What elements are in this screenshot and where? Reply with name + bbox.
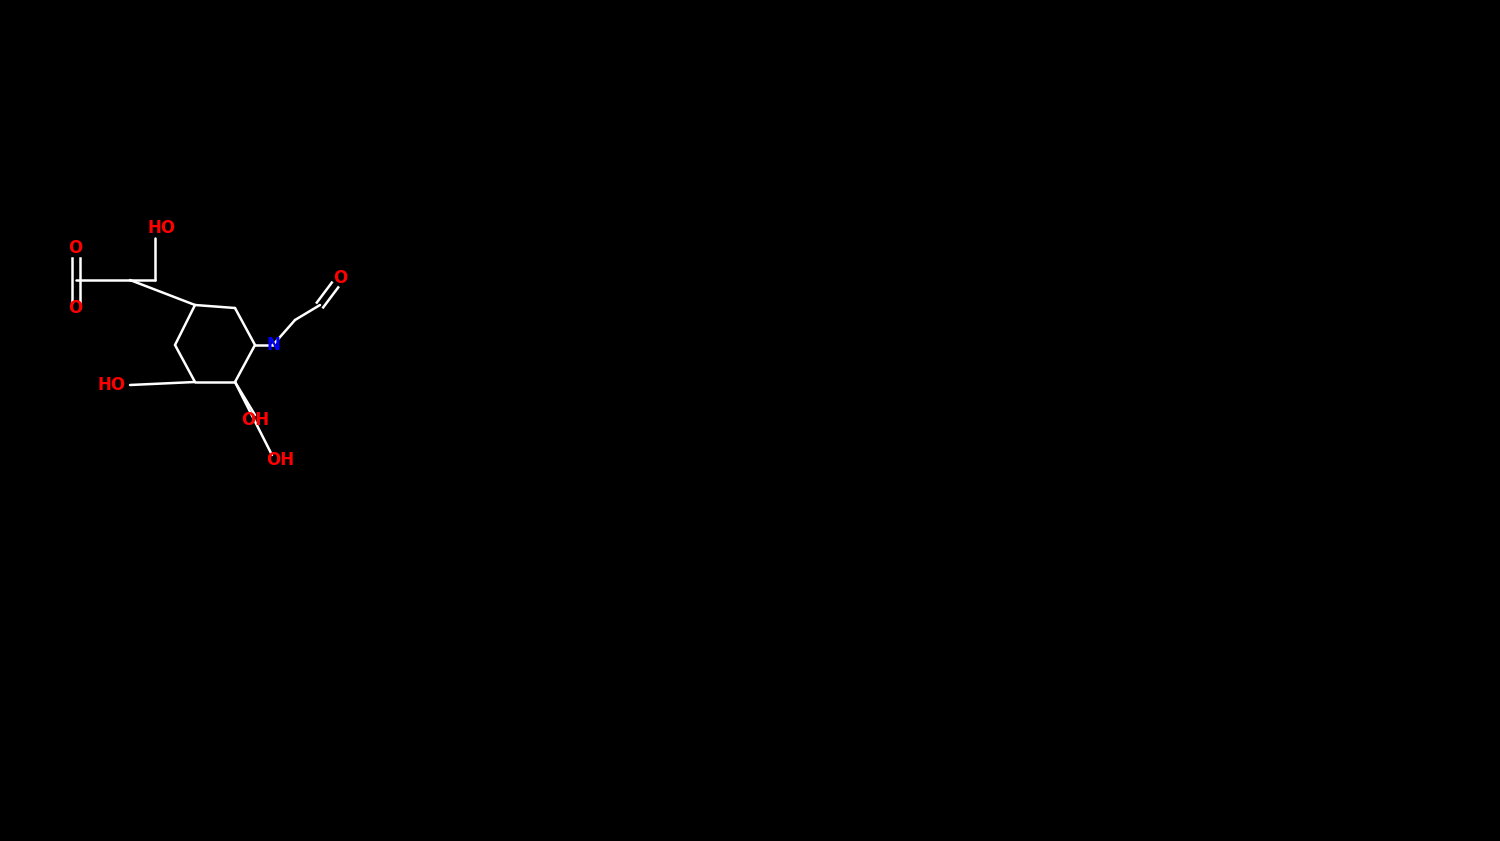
Text: O: O xyxy=(333,269,346,287)
Text: N: N xyxy=(266,336,280,354)
Text: OH: OH xyxy=(242,411,268,429)
Text: O: O xyxy=(68,299,82,317)
Text: OH: OH xyxy=(266,451,294,469)
Text: O: O xyxy=(68,239,82,257)
Text: HO: HO xyxy=(98,376,126,394)
Text: HO: HO xyxy=(148,219,176,237)
